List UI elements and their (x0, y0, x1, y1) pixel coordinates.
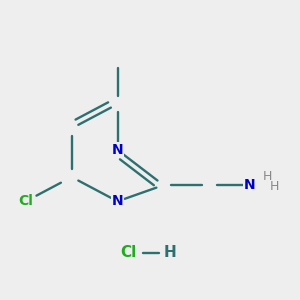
Text: N: N (244, 178, 256, 192)
Text: H: H (164, 245, 176, 260)
Text: Cl: Cl (120, 245, 136, 260)
Text: Cl: Cl (18, 194, 33, 208)
Text: N: N (112, 143, 123, 157)
Text: H: H (263, 170, 272, 183)
Text: N: N (112, 194, 123, 208)
Text: H: H (269, 180, 279, 193)
